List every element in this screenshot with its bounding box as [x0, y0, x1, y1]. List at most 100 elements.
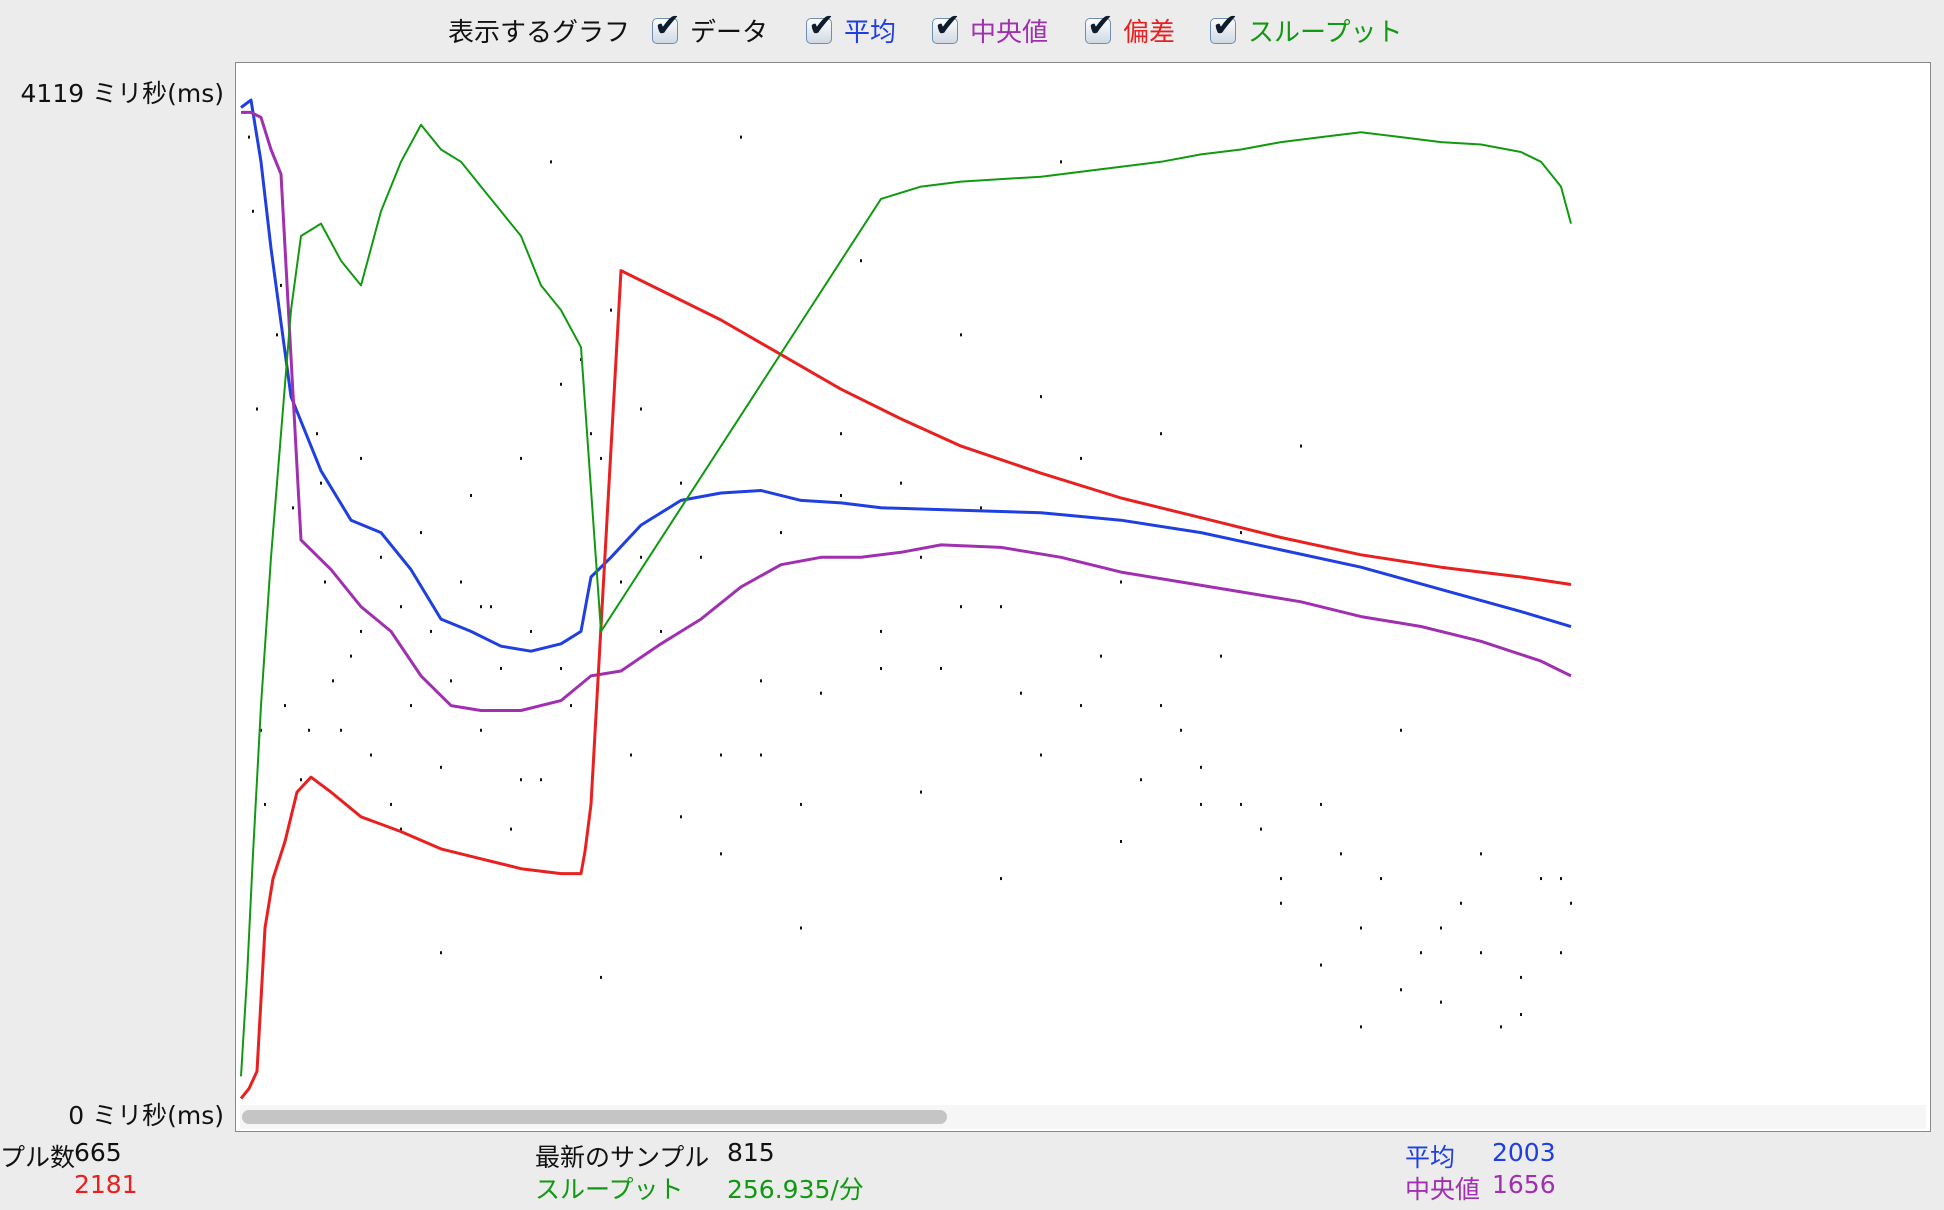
data-point — [316, 432, 318, 436]
y-axis-max-label: 4119 ミリ秒(ms) — [20, 79, 224, 108]
data-point — [610, 308, 612, 312]
data-point — [1420, 951, 1422, 955]
data-point — [360, 456, 362, 460]
horizontal-scrollbar[interactable] — [240, 1105, 1926, 1129]
data-point — [1540, 877, 1542, 881]
data-point — [550, 160, 552, 164]
data-point — [1120, 839, 1122, 843]
data-point — [380, 555, 382, 559]
data-point — [720, 753, 722, 757]
data-point — [520, 778, 522, 782]
data-point — [1480, 852, 1482, 856]
data-point — [590, 432, 592, 436]
data-point — [760, 679, 762, 683]
data-point — [1480, 951, 1482, 955]
data-point — [1440, 1000, 1442, 1004]
data-point — [1520, 1012, 1522, 1016]
data-point — [332, 679, 334, 683]
data-point — [1180, 728, 1182, 732]
checkbox-throughput-label: スループット — [1248, 18, 1403, 48]
data-point — [1060, 160, 1062, 164]
data-point — [620, 580, 622, 584]
data-point — [1300, 444, 1302, 448]
data-point — [980, 506, 982, 510]
data-point — [1340, 852, 1342, 856]
checkbox-average[interactable]: ✔ 平均 — [806, 9, 896, 49]
data-point — [440, 765, 442, 769]
data-point — [1280, 877, 1282, 881]
data-point — [1140, 778, 1142, 782]
data-point — [1160, 704, 1162, 708]
checkbox-median-box[interactable]: ✔ — [932, 9, 961, 44]
data-point — [640, 555, 642, 559]
y-axis-min-label: 0 ミリ秒(ms) — [68, 1101, 224, 1130]
data-point — [470, 493, 472, 497]
data-point — [350, 654, 352, 658]
data-point — [400, 827, 402, 831]
data-point — [960, 605, 962, 609]
data-point — [560, 666, 562, 670]
checkbox-data[interactable]: ✔ データ — [652, 9, 769, 49]
data-point — [308, 728, 310, 732]
data-point — [700, 555, 702, 559]
data-point — [1240, 531, 1242, 535]
data-point — [1320, 802, 1322, 806]
data-point — [840, 493, 842, 497]
checkbox-deviation-box[interactable]: ✔ — [1085, 9, 1114, 44]
data-point — [640, 407, 642, 411]
checkmark-icon: ✔ — [934, 5, 961, 44]
data-point — [920, 555, 922, 559]
data-point — [1020, 691, 1022, 695]
data-point — [660, 629, 662, 633]
data-point — [1200, 765, 1202, 769]
graph-toolbar: 表示するグラフ ✔ データ ✔ 平均 ✔ 中央値 ✔ 偏差 ✔ スループット — [0, 0, 1944, 58]
checkbox-median-label: 中央値 — [970, 18, 1049, 48]
checkbox-throughput[interactable]: ✔ スループット — [1210, 9, 1403, 49]
data-point — [900, 481, 902, 485]
data-point — [410, 704, 412, 708]
data-point — [260, 728, 262, 732]
data-point — [860, 259, 862, 263]
checkbox-throughput-box[interactable]: ✔ — [1210, 9, 1239, 44]
checkbox-deviation[interactable]: ✔ 偏差 — [1085, 9, 1176, 49]
data-point — [1160, 432, 1162, 436]
data-point — [680, 481, 682, 485]
checkbox-median[interactable]: ✔ 中央値 — [932, 9, 1049, 49]
data-point — [960, 333, 962, 337]
data-point — [1560, 951, 1562, 955]
data-point — [920, 790, 922, 794]
data-point — [1100, 654, 1102, 658]
data-point — [1380, 877, 1382, 881]
data-point — [420, 531, 422, 535]
checkbox-data-box[interactable]: ✔ — [652, 9, 681, 44]
median-label: 中央値 — [1405, 1175, 1481, 1204]
data-point — [390, 802, 392, 806]
deviation-line — [239, 269, 1572, 1100]
data-point — [720, 852, 722, 856]
checkbox-average-box[interactable]: ✔ — [806, 9, 835, 44]
data-point — [1260, 827, 1262, 831]
data-point — [324, 580, 326, 584]
data-point — [340, 728, 342, 732]
scrollbar-thumb[interactable] — [242, 1110, 947, 1124]
data-point — [740, 135, 742, 139]
data-point — [1460, 901, 1462, 905]
data-point — [1000, 877, 1002, 881]
sample-count-value: 665 — [74, 1138, 122, 1167]
data-point — [570, 704, 572, 708]
data-point — [264, 802, 266, 806]
data-point — [430, 629, 432, 633]
data-point — [400, 605, 402, 609]
data-point — [292, 506, 294, 510]
median-value: 1656 — [1492, 1170, 1556, 1199]
results-chart — [239, 98, 1572, 1100]
data-point — [1360, 926, 1362, 930]
checkbox-data-label: データ — [690, 18, 769, 48]
checkbox-deviation-label: 偏差 — [1123, 18, 1176, 48]
data-point — [252, 209, 254, 213]
toolbar-label: 表示するグラフ — [448, 18, 631, 48]
data-point — [1570, 901, 1572, 905]
data-point — [520, 456, 522, 460]
data-point — [540, 778, 542, 782]
data-point — [1400, 728, 1402, 732]
